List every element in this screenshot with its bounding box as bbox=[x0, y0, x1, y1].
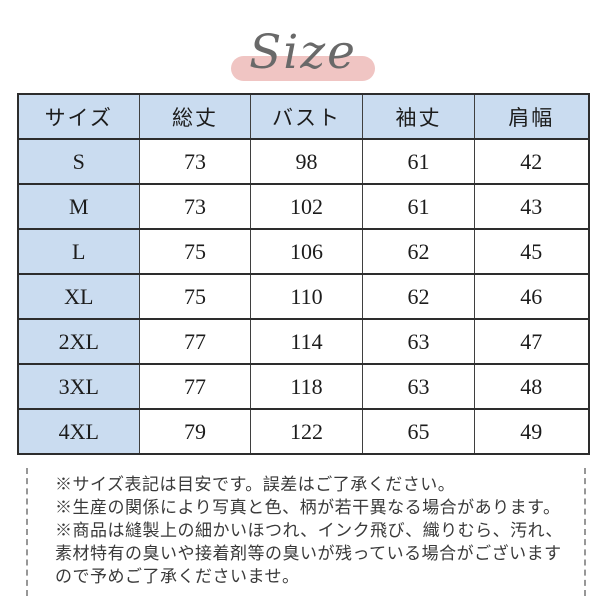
measurement-cell: 62 bbox=[362, 228, 475, 275]
table-row: M 73 102 61 43 bbox=[17, 183, 589, 230]
measurement-cell: 122 bbox=[250, 408, 363, 455]
measurement-cell: 46 bbox=[474, 273, 589, 320]
measurement-cell: 48 bbox=[474, 363, 589, 410]
measurement-cell: 75 bbox=[139, 273, 251, 320]
notes-section: ※サイズ表記は目安です。誤差はご了承ください。 ※生産の関係により写真と色、柄が… bbox=[26, 468, 586, 596]
measurement-cell: 98 bbox=[250, 138, 363, 185]
measurement-cell: 77 bbox=[139, 318, 251, 365]
measurement-cell: 62 bbox=[362, 273, 475, 320]
measurement-cell: 65 bbox=[362, 408, 475, 455]
size-cell: 4XL bbox=[17, 408, 140, 455]
page-title: Size bbox=[228, 24, 378, 82]
table-row: L 75 106 62 45 bbox=[17, 228, 589, 275]
size-cell: S bbox=[17, 138, 140, 185]
page-title-text: Size bbox=[249, 25, 357, 80]
size-cell: M bbox=[17, 183, 140, 230]
measurement-cell: 75 bbox=[139, 228, 251, 275]
measurement-cell: 61 bbox=[362, 138, 475, 185]
measurement-cell: 110 bbox=[250, 273, 363, 320]
table-row: 2XL 77 114 63 47 bbox=[17, 318, 589, 365]
measurement-cell: 114 bbox=[250, 318, 363, 365]
table-row: 4XL 79 122 65 49 bbox=[17, 408, 589, 455]
column-header-size: サイズ bbox=[17, 93, 140, 140]
note-line: ※サイズ表記は目安です。誤差はご了承ください。 bbox=[55, 475, 456, 494]
measurement-cell: 49 bbox=[474, 408, 589, 455]
measurement-cell: 77 bbox=[139, 363, 251, 410]
note-line: ので予めご了承くださいませ。 bbox=[55, 567, 300, 586]
measurement-cell: 73 bbox=[139, 183, 251, 230]
measurement-cell: 118 bbox=[250, 363, 363, 410]
table-row: S 73 98 61 42 bbox=[17, 138, 589, 185]
measurement-cell: 45 bbox=[474, 228, 589, 275]
measurement-cell: 79 bbox=[139, 408, 251, 455]
measurement-cell: 106 bbox=[250, 228, 363, 275]
size-cell: XL bbox=[17, 273, 140, 320]
table-row: 3XL 77 118 63 48 bbox=[17, 363, 589, 410]
column-header-bust: バスト bbox=[250, 93, 363, 140]
measurement-cell: 42 bbox=[474, 138, 589, 185]
column-header-shoulder: 肩幅 bbox=[474, 93, 589, 140]
note-line: 素材特有の臭いや接着剤等の臭いが残っている場合がございます bbox=[55, 544, 562, 563]
size-cell: 2XL bbox=[17, 318, 140, 365]
measurement-cell: 102 bbox=[250, 183, 363, 230]
note-line: ※商品は縫製上の細かいほつれ、インク飛び、織りむら、汚れ、 bbox=[55, 521, 563, 540]
size-cell: 3XL bbox=[17, 363, 140, 410]
title-highlight-bar bbox=[231, 56, 375, 81]
column-header-length: 総丈 bbox=[139, 93, 251, 140]
column-header-sleeve: 袖丈 bbox=[362, 93, 475, 140]
table-header-row: サイズ 総丈 バスト 袖丈 肩幅 bbox=[17, 93, 589, 140]
measurement-cell: 63 bbox=[362, 363, 475, 410]
table-row: XL 75 110 62 46 bbox=[17, 273, 589, 320]
size-cell: L bbox=[17, 228, 140, 275]
note-line: ※生産の関係により写真と色、柄が若干異なる場合があります。 bbox=[55, 498, 561, 517]
size-table: サイズ 総丈 バスト 袖丈 肩幅 S 73 98 61 42 M 73 102 … bbox=[16, 93, 590, 455]
measurement-cell: 73 bbox=[139, 138, 251, 185]
measurement-cell: 61 bbox=[362, 183, 475, 230]
measurement-cell: 63 bbox=[362, 318, 475, 365]
measurement-cell: 47 bbox=[474, 318, 589, 365]
measurement-cell: 43 bbox=[474, 183, 589, 230]
